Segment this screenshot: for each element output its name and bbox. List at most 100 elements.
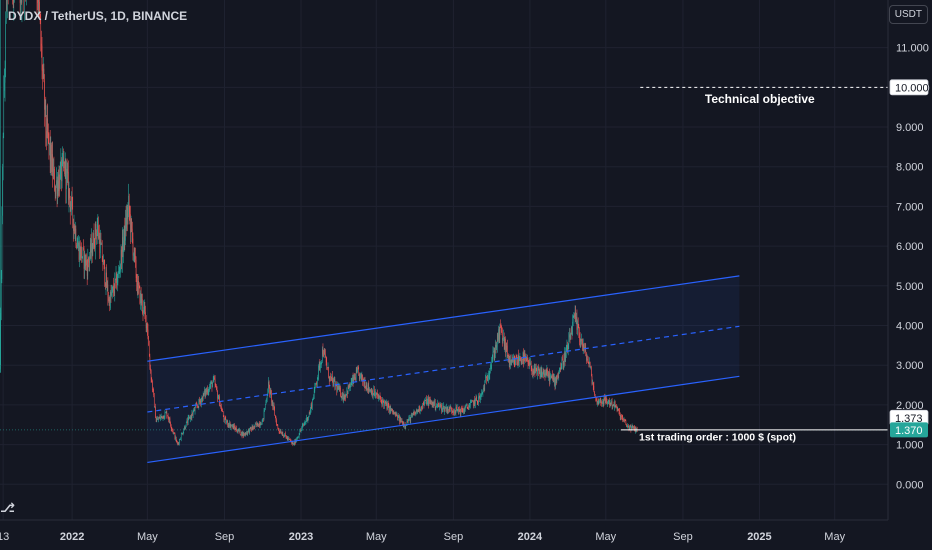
candle-body <box>177 441 178 445</box>
candle-body <box>471 400 473 402</box>
candle-body <box>271 393 272 403</box>
candle-body <box>115 273 117 281</box>
candle-body <box>514 361 516 365</box>
candle-body <box>343 397 344 400</box>
candle-body <box>81 246 82 259</box>
candle-body <box>88 261 90 263</box>
candle-body <box>6 0 7 21</box>
candle-body <box>322 349 324 355</box>
candle-body <box>79 245 80 260</box>
candle-body <box>41 45 43 71</box>
candle-body <box>155 406 156 419</box>
candle-body <box>334 379 336 387</box>
candle-body <box>379 395 380 398</box>
channel-upper-line[interactable] <box>147 275 740 362</box>
candle-body <box>149 345 150 357</box>
candle-body <box>520 360 522 364</box>
candle-body <box>100 239 102 245</box>
candle-body <box>206 389 208 393</box>
candle-body <box>522 352 524 361</box>
candle-body <box>140 292 142 304</box>
candle-body <box>169 418 170 421</box>
candle-body <box>527 357 528 360</box>
candle-body <box>601 402 603 404</box>
candle-body <box>562 358 563 360</box>
candle-body <box>221 410 223 412</box>
channel-mid-line[interactable] <box>147 325 740 413</box>
candle-body <box>596 399 598 404</box>
candle-body <box>191 416 192 418</box>
candle-body <box>59 174 60 189</box>
price-label-text: 1.370 <box>895 425 923 437</box>
candle-body <box>555 377 556 386</box>
time-axis[interactable] <box>0 520 932 550</box>
candle-body <box>268 381 270 385</box>
candle-body <box>492 358 493 363</box>
candle-body <box>305 420 307 422</box>
candle-body <box>561 358 563 369</box>
candle-body <box>364 381 365 384</box>
candle-body <box>387 403 389 405</box>
candle-body <box>525 359 527 362</box>
candle-body <box>91 239 93 255</box>
candle-body <box>338 386 339 390</box>
candle-body <box>524 355 525 364</box>
candle-body <box>368 383 369 391</box>
candle-body <box>517 355 519 365</box>
candle-body <box>330 375 331 377</box>
candle-body <box>189 416 191 420</box>
candle-body <box>137 281 139 294</box>
candle-body <box>103 259 105 263</box>
candle-body <box>127 207 129 219</box>
candle-body <box>402 423 404 426</box>
candle-body <box>319 363 321 369</box>
candle-body <box>440 404 442 406</box>
candle-body <box>605 397 607 402</box>
price-label-10-000: 10.000 <box>889 79 929 96</box>
candle-body <box>325 354 326 358</box>
candle-body <box>362 374 363 382</box>
candle-body <box>280 431 282 434</box>
candle-body <box>462 411 464 413</box>
candle-body <box>537 370 538 375</box>
candle-body <box>619 411 620 415</box>
candle-body <box>428 398 429 406</box>
y-tick-label: 9.000 <box>896 122 924 134</box>
candle-body <box>373 389 375 395</box>
candle-body <box>355 370 357 381</box>
candle-body <box>475 397 477 399</box>
candle-body <box>164 417 165 419</box>
candle-body <box>143 306 144 313</box>
candle-body <box>398 415 400 417</box>
candle-body <box>121 249 122 264</box>
candle-body <box>518 355 519 363</box>
candle-body <box>523 352 524 364</box>
channel-lower-line[interactable] <box>147 375 740 464</box>
candle-body <box>395 413 396 417</box>
candle-body <box>288 438 290 440</box>
candle-body <box>418 406 420 412</box>
candle-body <box>164 412 166 418</box>
candle-body <box>274 409 275 416</box>
candle-body <box>592 384 593 385</box>
symbol-title: DYDX / TetherUS, 1D, BINANCE <box>8 9 188 23</box>
candle-body <box>71 197 73 200</box>
candle-body <box>508 354 509 362</box>
candle-body <box>467 407 469 408</box>
candle-body <box>53 168 55 170</box>
candle-body <box>42 70 43 72</box>
candle-body <box>216 387 218 392</box>
candle-body <box>580 341 581 342</box>
candle-body <box>56 180 58 196</box>
candle-body <box>465 405 467 407</box>
candle-body <box>448 409 449 411</box>
candle-body <box>138 285 140 287</box>
candle-body <box>118 270 120 272</box>
candle-body <box>421 408 423 409</box>
currency-selector[interactable]: USDT <box>888 5 928 24</box>
candle-body <box>172 430 174 433</box>
candle-body <box>452 410 454 413</box>
candle-body <box>418 410 419 412</box>
candle-body <box>87 258 89 276</box>
